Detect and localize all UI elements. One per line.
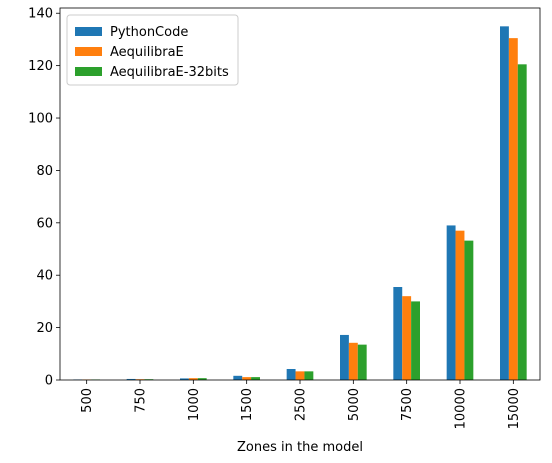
x-tick-label: 10000 — [454, 388, 469, 429]
bar-aequilibrae-1000 — [188, 378, 198, 380]
bar-aequilibrae-1500 — [242, 377, 252, 380]
x-tick-label: 7500 — [400, 388, 415, 421]
plot-frame — [59, 7, 541, 381]
bar-aequilibrae-32bits-1500 — [251, 377, 260, 380]
bar-aequilibrae-15000 — [508, 38, 518, 380]
bar-aequilibrae-32bits-7500 — [411, 301, 420, 380]
x-axis-label: Zones in the model — [237, 440, 363, 455]
bar-pythoncode-1000 — [180, 378, 189, 380]
bar-aequilibrae-2500 — [295, 371, 305, 380]
bar-pythoncode-7500 — [393, 287, 403, 380]
x-tick-label: 1500 — [240, 388, 255, 421]
bar-aequilibrae-10000 — [455, 230, 465, 380]
y-tick-label: 100 — [28, 112, 53, 127]
x-axis: 500 750 1000 1500 2500 5000 7500 10000 15000 — [80, 380, 522, 429]
bar-aequilibrae-32bits-5000 — [357, 344, 367, 380]
bar-aequilibrae-5000 — [348, 342, 358, 380]
x-tick-label: 15000 — [507, 388, 522, 429]
y-tick-label: 120 — [28, 59, 53, 74]
bar-aequilibrae-32bits-1000 — [197, 378, 207, 380]
bar-pythoncode-2500 — [286, 368, 296, 380]
bar-aequilibrae-32bits-10000 — [464, 240, 474, 380]
bars — [73, 26, 527, 381]
y-tick-label: 80 — [36, 164, 53, 179]
bar-aequilibrae-32bits-2500 — [304, 371, 314, 380]
x-tick-label: 750 — [134, 388, 149, 413]
bar-pythoncode-1500 — [233, 375, 243, 380]
legend: PythonCode AequilibraE AequilibraE-32bits — [66, 14, 239, 86]
y-tick-label: 60 — [36, 216, 53, 231]
legend-swatch — [75, 67, 102, 76]
y-axis: 0 20 40 60 80 100 120 140 — [28, 7, 60, 389]
bar-pythoncode-750 — [126, 378, 136, 380]
y-tick-label: 40 — [36, 269, 53, 284]
bar-pythoncode-15000 — [500, 26, 509, 381]
legend-label: AequilibraE — [110, 45, 184, 60]
y-tick-label: 20 — [36, 321, 53, 336]
x-tick-label: 2500 — [294, 388, 309, 421]
y-tick-label: 0 — [45, 374, 53, 389]
x-tick-label: 5000 — [347, 388, 362, 421]
x-tick-label: 1000 — [187, 388, 202, 421]
bar-aequilibrae-7500 — [402, 296, 412, 380]
legend-swatch — [75, 47, 102, 56]
x-tick-label: 500 — [80, 388, 95, 413]
legend-swatch — [75, 27, 102, 36]
legend-label: AequilibraE-32bits — [110, 65, 229, 80]
bar-pythoncode-5000 — [340, 334, 349, 380]
legend-box — [66, 14, 239, 86]
y-tick-label: 140 — [28, 7, 53, 22]
bar-aequilibrae-32bits-15000 — [517, 64, 527, 380]
legend-label: PythonCode — [110, 25, 188, 40]
bar-pythoncode-10000 — [446, 225, 456, 380]
